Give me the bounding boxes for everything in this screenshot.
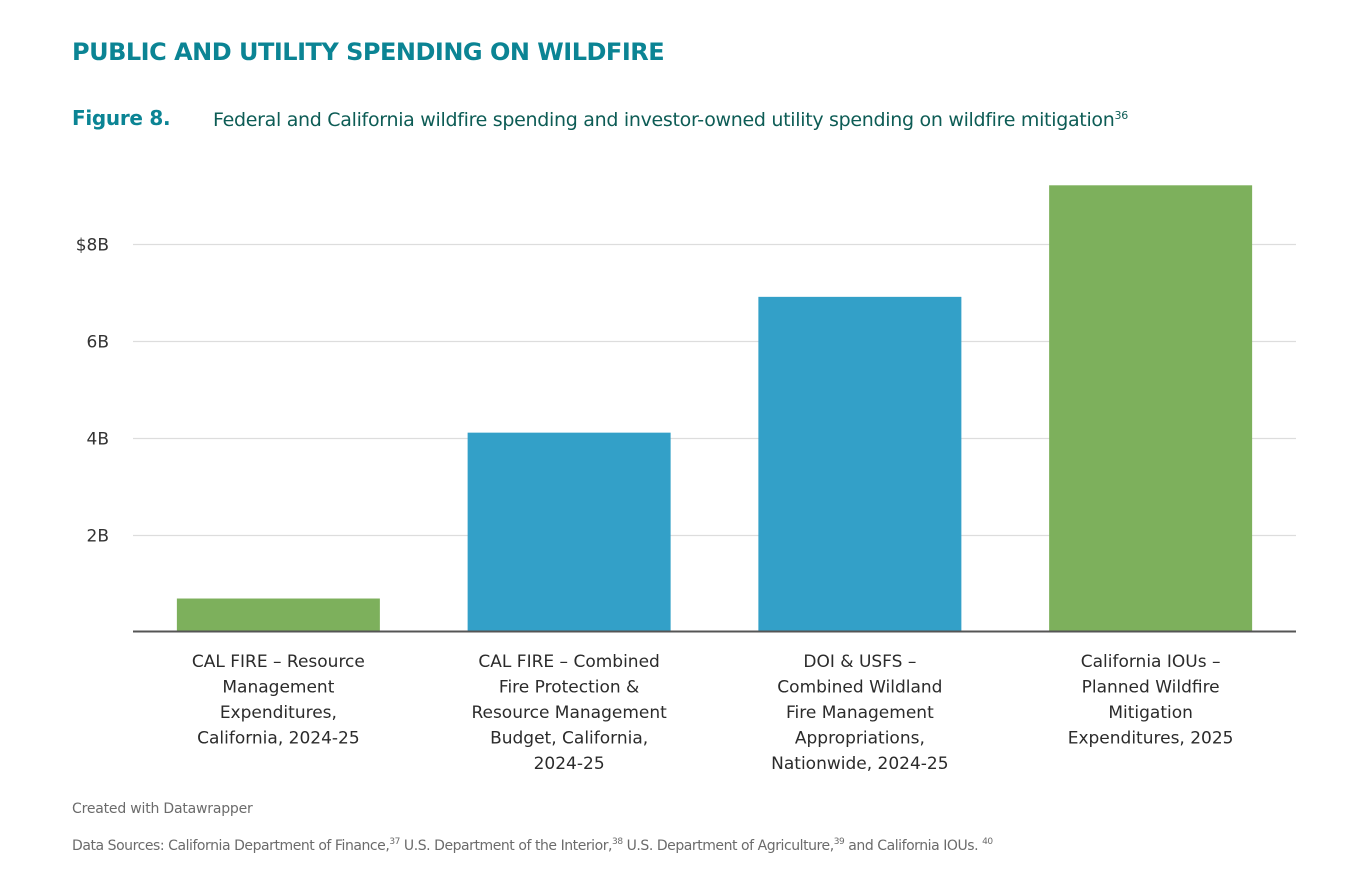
x-category-label-line: 2024-25 (534, 754, 605, 774)
figure-caption: Federal and California wildfire spending… (213, 106, 1133, 135)
bar (176, 598, 380, 632)
x-category-label-line: California IOUs – (1081, 652, 1221, 672)
source-text: and California IOUs. (844, 838, 983, 854)
y-axis-tick-labels: 2B 4B 6B $8B (76, 236, 109, 547)
caption-footnote-ref: 36 (1114, 109, 1129, 122)
figure-caption-text: Federal and California wildfire spending… (213, 109, 1115, 131)
source-footnote-ref: 38 (612, 837, 623, 847)
x-category-label-line: Nationwide, 2024-25 (771, 754, 948, 774)
x-category-label-line: California, 2024-25 (197, 729, 360, 749)
y-tick-label: 2B (87, 527, 109, 547)
x-category-label-line: Fire Protection & (499, 678, 639, 698)
x-category-label-line: CAL FIRE – Resource (192, 652, 365, 672)
source-footnote-ref: 40 (982, 837, 993, 847)
x-category-label-line: Management (222, 678, 334, 698)
x-category-label-line: Planned Wildfire (1082, 678, 1220, 698)
bar (758, 296, 962, 632)
x-category-label-line: Expenditures, (220, 703, 337, 723)
x-category-label-line: CAL FIRE – Combined (478, 652, 659, 672)
bars (176, 185, 1253, 632)
bar-chart: 2B 4B 6B $8B CAL FIRE – Resource Management E… (76, 185, 1296, 774)
source-text: Data Sources: California Department of F… (72, 838, 390, 854)
source-text: U.S. Department of the Interior, (399, 838, 613, 854)
source-footnote-ref: 39 (833, 837, 845, 847)
x-category-label-line: DOI & USFS – (803, 652, 916, 672)
figure-label: Figure 8. (72, 106, 171, 130)
x-category-label-line: Fire Management (786, 703, 934, 723)
x-category-label-line: Budget, California, (490, 729, 648, 749)
x-category-label-line: Mitigation (1108, 703, 1193, 723)
y-tick-label: $8B (76, 236, 109, 256)
x-category-label-line: Appropriations, (795, 729, 925, 749)
x-axis-category-labels: CAL FIRE – Resource Management Expenditure… (192, 652, 1234, 774)
section-title: PUBLIC AND UTILITY SPENDING ON WILDFIRE (72, 38, 665, 66)
x-category-label-line: Expenditures, 2025 (1068, 729, 1234, 749)
x-category-label: CAL FIRE – Combined Fire Protection & Reso… (471, 652, 667, 774)
x-category-label: California IOUs – Planned Wildfire Mitigat… (1068, 652, 1234, 749)
x-category-label: CAL FIRE – Resource Management Expenditure… (192, 652, 365, 749)
bar (1049, 185, 1253, 632)
x-category-label-line: Combined Wildland (777, 678, 942, 698)
datawrapper-credit: Created with Datawrapper (72, 801, 253, 817)
x-category-label-line: Resource Management (471, 703, 667, 723)
source-footnote-ref: 37 (389, 837, 400, 847)
source-text: U.S. Department of Agriculture, (622, 838, 835, 854)
y-tick-label: 4B (87, 430, 109, 450)
y-tick-label: 6B (87, 333, 109, 353)
x-category-label: DOI & USFS – Combined Wildland Fire Manage… (771, 652, 948, 774)
data-sources: Data Sources: California Department of F… (72, 837, 993, 855)
bar (467, 432, 671, 632)
